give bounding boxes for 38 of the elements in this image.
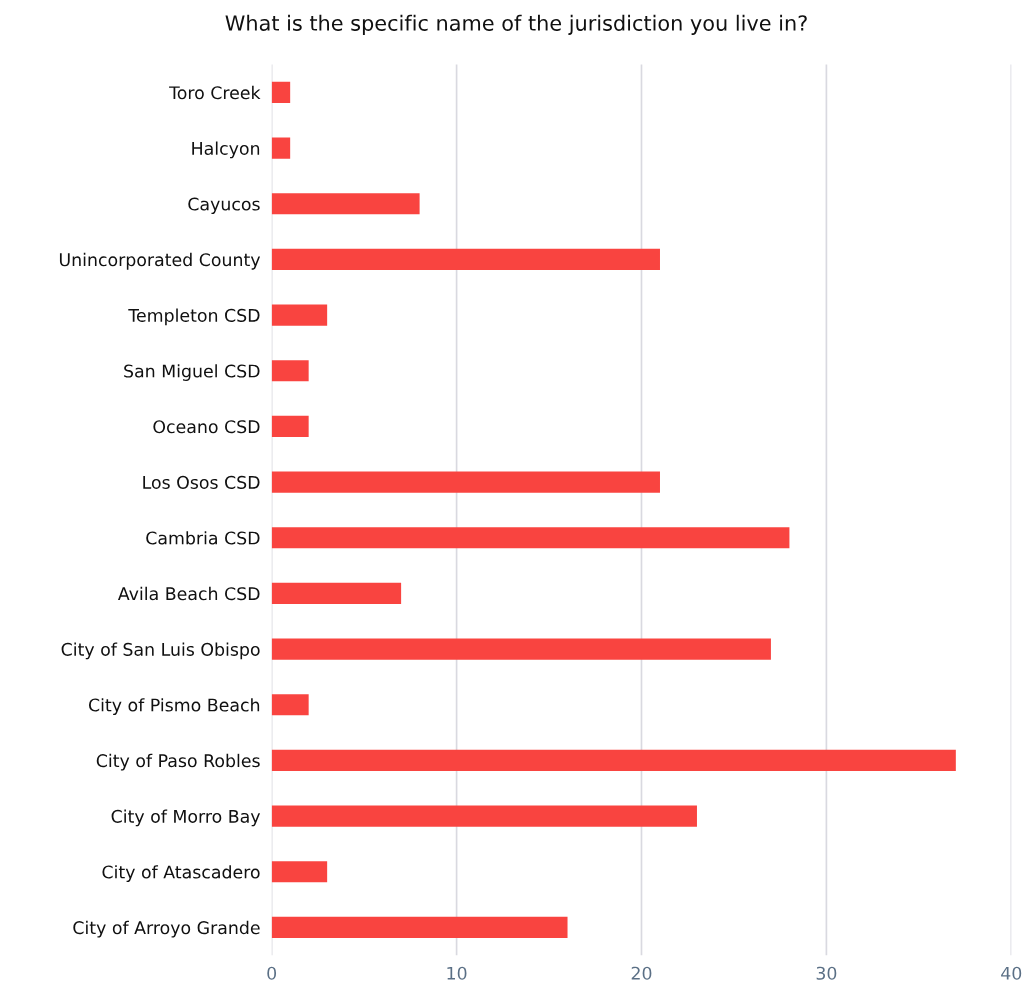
y-tick-label: Cayucos	[188, 197, 260, 214]
chart-title: What is the specific name of the jurisdiction you live in?	[225, 14, 807, 35]
bar	[271, 471, 660, 493]
bar	[271, 415, 309, 437]
bar	[271, 916, 568, 938]
x-tick-label: 0	[267, 966, 277, 980]
bar	[271, 137, 291, 159]
x-tick-label: 20	[631, 966, 652, 980]
x-tick-label: 10	[447, 966, 467, 980]
y-tick-label: San Miguel CSD	[124, 364, 260, 381]
bar	[271, 193, 420, 215]
y-tick-label: Avila Beach CSD	[117, 586, 260, 601]
bar	[271, 861, 328, 883]
y-tick-label: City of Pismo Beach	[88, 698, 260, 715]
bar	[271, 248, 660, 271]
bar	[271, 582, 402, 604]
bar	[271, 694, 309, 716]
bar	[271, 527, 790, 549]
y-tick-label: City of Paso Robles	[96, 753, 260, 771]
bar	[271, 638, 771, 660]
y-tick-label: Oceano CSD	[153, 420, 260, 434]
bar	[271, 81, 291, 104]
y-tick-label: Cambria CSD	[146, 531, 260, 545]
y-tick-label: Los Osos CSD	[143, 475, 260, 489]
bar	[271, 360, 309, 382]
bar	[271, 749, 956, 771]
x-tick-label: 30	[816, 966, 837, 980]
y-tick-label: Unincorporated County	[59, 252, 261, 270]
y-tick-label: City of Atascadero	[102, 865, 260, 882]
bar	[271, 304, 328, 326]
x-tick-label: 40	[1001, 966, 1022, 980]
y-tick-label: City of Arroyo Grande	[73, 920, 260, 938]
y-tick-label: Toro Creek	[169, 85, 261, 100]
y-tick-label: Halcyon	[192, 141, 260, 159]
bar	[271, 805, 697, 827]
y-tick-label: City of San Luis Obispo	[61, 642, 260, 660]
y-tick-label: City of Morro Bay	[111, 809, 261, 827]
y-tick-label: Templeton CSD	[128, 308, 260, 326]
